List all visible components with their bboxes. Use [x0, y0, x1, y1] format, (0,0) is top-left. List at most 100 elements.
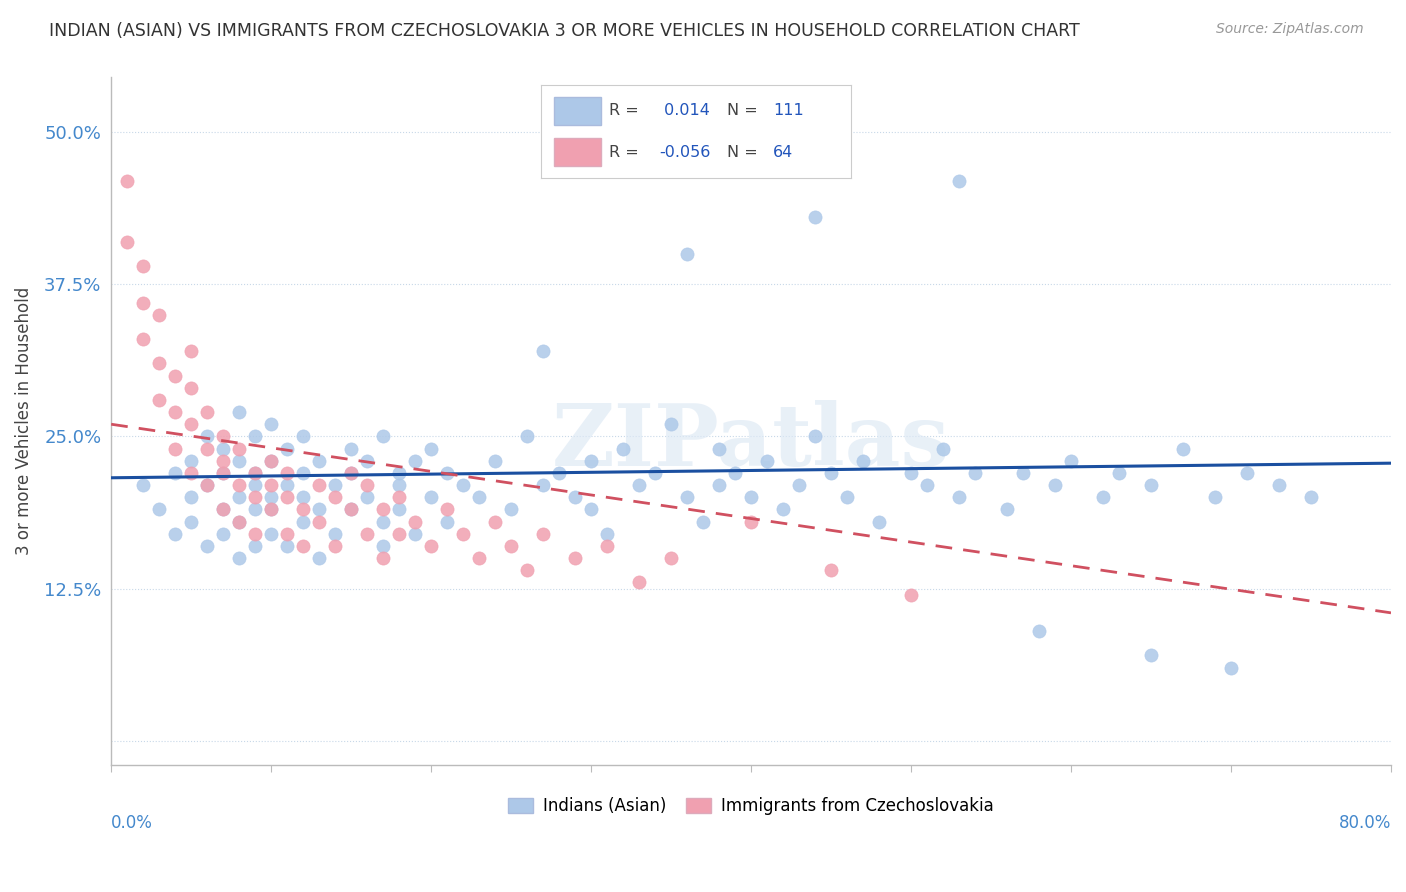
Point	[612, 442, 634, 456]
Point	[388, 478, 411, 492]
Point	[165, 368, 187, 383]
Point	[132, 332, 155, 346]
Point	[356, 454, 378, 468]
Point	[308, 551, 330, 566]
Point	[1299, 490, 1322, 504]
Text: INDIAN (ASIAN) VS IMMIGRANTS FROM CZECHOSLOVAKIA 3 OR MORE VEHICLES IN HOUSEHOLD: INDIAN (ASIAN) VS IMMIGRANTS FROM CZECHO…	[49, 22, 1080, 40]
Point	[436, 466, 458, 480]
Point	[356, 490, 378, 504]
Point	[228, 490, 250, 504]
FancyBboxPatch shape	[554, 97, 602, 125]
Point	[180, 466, 202, 480]
Point	[420, 442, 443, 456]
Point	[276, 478, 298, 492]
Point	[132, 478, 155, 492]
Point	[995, 502, 1018, 516]
Point	[676, 490, 699, 504]
Point	[148, 308, 170, 322]
Point	[1012, 466, 1035, 480]
Point	[115, 235, 138, 249]
Point	[165, 442, 187, 456]
Point	[531, 526, 554, 541]
Point	[180, 515, 202, 529]
Point	[276, 526, 298, 541]
Point	[212, 466, 235, 480]
Text: -0.056: -0.056	[659, 145, 710, 160]
Point	[308, 478, 330, 492]
Point	[501, 539, 523, 553]
Point	[180, 490, 202, 504]
Point	[740, 490, 762, 504]
Point	[564, 551, 586, 566]
Point	[548, 466, 571, 480]
Point	[468, 551, 491, 566]
Point	[260, 454, 283, 468]
Point	[373, 551, 395, 566]
Point	[212, 466, 235, 480]
Point	[948, 490, 970, 504]
Point	[148, 392, 170, 407]
Point	[596, 526, 619, 541]
Point	[340, 466, 363, 480]
Point	[772, 502, 794, 516]
Point	[243, 466, 266, 480]
Point	[228, 515, 250, 529]
Point	[932, 442, 955, 456]
Point	[484, 515, 506, 529]
Point	[243, 466, 266, 480]
Point	[212, 526, 235, 541]
Point	[1028, 624, 1050, 639]
Point	[1140, 478, 1163, 492]
Point	[501, 502, 523, 516]
Point	[243, 502, 266, 516]
Point	[228, 454, 250, 468]
Point	[323, 526, 346, 541]
Point	[148, 502, 170, 516]
Point	[276, 539, 298, 553]
Point	[531, 478, 554, 492]
Point	[659, 417, 682, 432]
Text: R =: R =	[609, 145, 640, 160]
Point	[180, 454, 202, 468]
Point	[388, 502, 411, 516]
Point	[228, 405, 250, 419]
Point	[596, 539, 619, 553]
Point	[516, 563, 538, 577]
Point	[628, 478, 651, 492]
Point	[659, 551, 682, 566]
Y-axis label: 3 or more Vehicles in Household: 3 or more Vehicles in Household	[15, 287, 32, 556]
Point	[1108, 466, 1130, 480]
Point	[756, 454, 779, 468]
Point	[820, 466, 842, 480]
Point	[1092, 490, 1115, 504]
Point	[180, 381, 202, 395]
Point	[373, 429, 395, 443]
Point	[1043, 478, 1066, 492]
Point	[195, 478, 218, 492]
Point	[195, 429, 218, 443]
Point	[292, 490, 315, 504]
Point	[707, 442, 730, 456]
Text: 80.0%: 80.0%	[1339, 814, 1391, 832]
Point	[900, 466, 922, 480]
Legend: Indians (Asian), Immigrants from Czechoslovakia: Indians (Asian), Immigrants from Czechos…	[502, 790, 1001, 822]
Point	[1140, 648, 1163, 663]
Point	[292, 429, 315, 443]
Point	[388, 526, 411, 541]
Point	[356, 478, 378, 492]
Point	[180, 417, 202, 432]
Point	[1204, 490, 1226, 504]
Point	[132, 259, 155, 273]
Point	[243, 490, 266, 504]
Point	[388, 466, 411, 480]
Point	[165, 466, 187, 480]
Point	[579, 454, 602, 468]
Text: ZIPatlas: ZIPatlas	[553, 400, 950, 483]
Point	[1171, 442, 1194, 456]
Point	[404, 515, 426, 529]
Point	[148, 356, 170, 370]
Point	[323, 539, 346, 553]
Point	[260, 417, 283, 432]
Point	[1060, 454, 1083, 468]
Point	[373, 502, 395, 516]
